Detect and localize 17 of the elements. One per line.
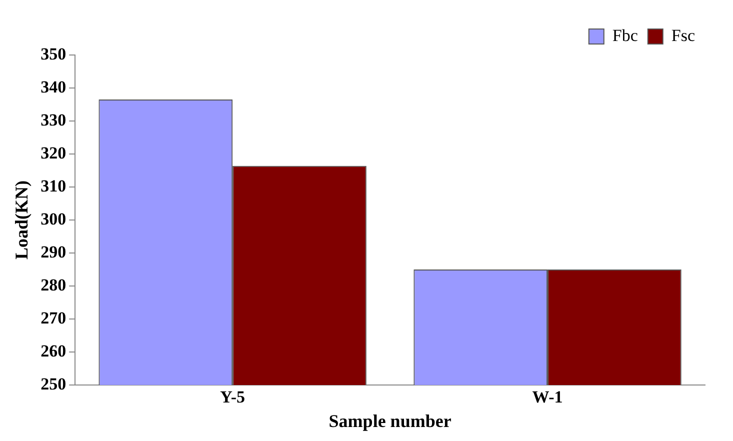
- y-tick-label: 290: [40, 242, 66, 262]
- y-tick-label: 330: [40, 110, 66, 130]
- legend-label: Fsc: [671, 26, 696, 45]
- x-tick-label: Y-5: [220, 388, 246, 407]
- y-tick-label: 340: [40, 77, 66, 96]
- y-axis-title: Load(KN): [11, 180, 32, 260]
- x-tick-label: W-1: [532, 388, 563, 407]
- legend-label: Fbc: [612, 26, 638, 45]
- y-tick-label: 320: [40, 143, 66, 162]
- y-tick-label: 350: [40, 44, 66, 64]
- y-tick-label: 280: [40, 275, 66, 294]
- y-tick-label: 260: [40, 341, 66, 360]
- y-tick-label: 270: [40, 308, 66, 328]
- y-tick-label: 300: [40, 209, 66, 228]
- y-tick-label: 310: [40, 176, 66, 196]
- y-tick-label: 250: [40, 374, 66, 394]
- x-axis-title: Sample number: [328, 410, 452, 431]
